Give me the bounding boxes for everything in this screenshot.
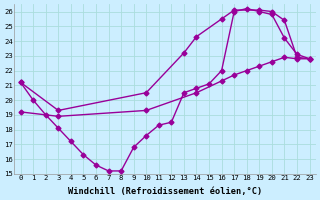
X-axis label: Windchill (Refroidissement éolien,°C): Windchill (Refroidissement éolien,°C) (68, 187, 262, 196)
